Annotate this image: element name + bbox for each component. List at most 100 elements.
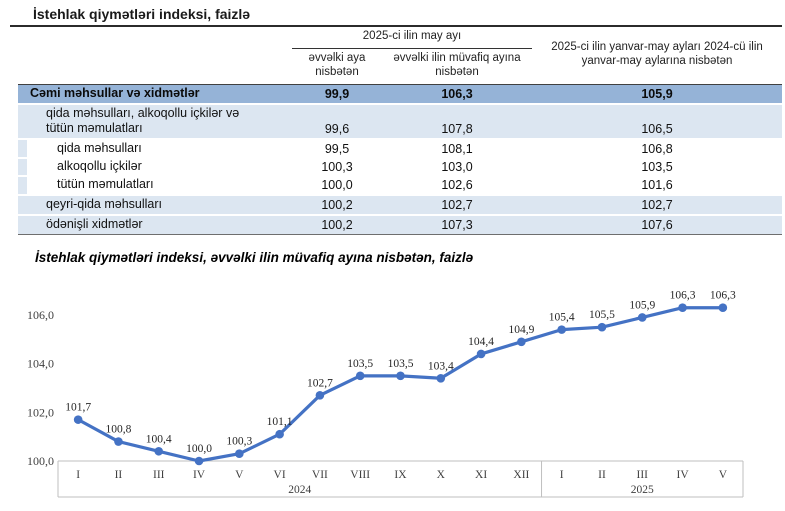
value-cell: 108,1 [382, 139, 532, 158]
data-point-marker [597, 322, 607, 332]
table-row: ödənişli xidmətlər 100,2 107,3 107,6 [18, 214, 782, 235]
data-point-label: 104,4 [468, 336, 494, 348]
data-point-marker [557, 325, 566, 334]
data-point-marker [315, 391, 325, 400]
table-row: Cəmi məhsullar və xidmətlər 99,9 106,3 105,… [18, 83, 782, 105]
value-cell: 106,3 [382, 83, 532, 105]
value-cell: 99,9 [292, 83, 382, 105]
data-point-marker [355, 371, 365, 381]
table-row: qida məhsulları, alkoqollu içkilər və tü… [18, 103, 782, 140]
data-point-marker [517, 337, 526, 347]
data-point-label: 105,5 [589, 309, 615, 321]
row-indent-stripe [18, 103, 27, 140]
data-point-label: 100,8 [106, 424, 132, 436]
x-axis-category-label: VIII [350, 469, 370, 481]
table-row: qida məhsulları 99,5 108,1 106,8 [18, 138, 782, 159]
x-axis-category-label: XI [475, 469, 487, 481]
data-point-label: 105,4 [549, 312, 575, 324]
value-cell: 102,6 [382, 176, 532, 195]
title-rule [10, 25, 782, 27]
chart-title: İstehlak qiymətləri indeksi, əvvəlki ili… [35, 250, 474, 265]
value-cell: 107,3 [382, 214, 532, 235]
value-cell: 105,9 [532, 83, 782, 105]
row-label: ödənişli xidmətlər [27, 214, 292, 235]
yoy-column-header: əvvəlki ilin müvafiq ayına nisbətən [393, 52, 521, 78]
data-point-label: 106,3 [710, 290, 736, 302]
row-indent-stripe [18, 138, 27, 159]
mom-column-header: əvvəlki aya nisbətən [308, 52, 366, 78]
data-point-marker [275, 429, 284, 439]
data-point-label: 103,5 [388, 358, 414, 370]
value-cell: 100,3 [292, 158, 382, 176]
x-axis-category-label: VII [312, 469, 328, 481]
data-point-label: 103,4 [428, 360, 454, 372]
data-point-label: 103,5 [347, 358, 373, 370]
value-cell: 100,2 [292, 194, 382, 216]
page-title: İstehlak qiymətləri indeksi, faizlə [33, 6, 251, 22]
x-axis-category-label: V [719, 469, 728, 481]
row-indent-stripe [18, 157, 27, 177]
x-axis-category-label: II [115, 469, 123, 481]
data-point-marker [678, 303, 687, 313]
year-label: 2025 [631, 484, 654, 496]
cpi-series-line [76, 306, 725, 463]
y-axis-tick-label: 106,0 [27, 308, 54, 322]
value-cell: 99,5 [292, 139, 382, 158]
table-row: tütün məmulatları 100,0 102,6 101,6 [18, 175, 782, 196]
y-axis-tick-label: 100,0 [27, 454, 54, 468]
label-column-header [18, 27, 292, 84]
data-point-label: 100,0 [186, 443, 212, 455]
value-cell: 102,7 [382, 194, 532, 216]
x-axis-category-label: III [637, 469, 649, 481]
row-indent-stripe [18, 175, 27, 196]
x-axis-category-label: III [153, 469, 165, 481]
data-point-marker [637, 313, 647, 322]
x-axis-category-label: II [598, 469, 606, 481]
x-axis-category-label: IV [676, 469, 689, 481]
row-indent-stripe [18, 214, 27, 235]
year-label: 2024 [288, 484, 311, 496]
data-point-marker [194, 456, 204, 466]
x-axis-category-label: IV [193, 469, 206, 481]
value-cell: 100,0 [292, 176, 382, 195]
data-point-marker [476, 349, 486, 359]
table-row: qeyri-qida məhsulları 100,2 102,7 102,7 [18, 194, 782, 216]
ytd-column-header: 2025-ci ilin yanvar-may ayları 2024-cü i… [551, 41, 763, 68]
data-point-marker [154, 446, 164, 456]
value-cell: 99,6 [292, 103, 382, 140]
x-axis-category-label: IX [394, 469, 407, 481]
data-point-marker [235, 449, 244, 459]
value-cell: 103,0 [382, 158, 532, 176]
value-cell: 107,6 [532, 214, 782, 235]
row-indent-stripe [18, 83, 27, 105]
value-cell: 106,8 [532, 139, 782, 158]
row-label: qida məhsulları [27, 139, 292, 158]
data-point-marker [114, 437, 123, 446]
data-point-marker [73, 415, 83, 424]
table-body: Cəmi məhsullar və xidmətlər 99,9 106,3 105,… [18, 83, 782, 235]
data-point-label: 100,3 [226, 436, 252, 448]
row-label: qida məhsulları, alkoqollu içkilər və tü… [27, 103, 292, 140]
value-cell: 103,5 [532, 158, 782, 176]
row-indent-stripe [18, 194, 27, 216]
x-axis-category-label: X [437, 469, 446, 481]
data-point-marker [718, 303, 728, 313]
x-axis-category-label: VI [274, 469, 286, 481]
row-label: qeyri-qida məhsulları [27, 194, 292, 216]
x-axis-category-label: XII [513, 469, 529, 481]
row-label: tütün məmulatları [27, 176, 292, 195]
value-cell: 102,7 [532, 194, 782, 216]
data-point-label: 105,9 [629, 299, 655, 311]
row-label: alkoqollu içkilər [27, 158, 292, 176]
data-point-label: 101,7 [65, 402, 91, 414]
data-point-marker [436, 373, 446, 383]
data-point-marker [396, 371, 405, 381]
data-point-label: 101,1 [267, 416, 293, 428]
y-axis-tick-label: 102,0 [27, 405, 54, 419]
data-point-label: 102,7 [307, 377, 333, 389]
x-axis-category-label: V [235, 469, 244, 481]
data-point-label: 100,4 [146, 433, 172, 445]
x-axis-category-label: I [76, 469, 80, 481]
